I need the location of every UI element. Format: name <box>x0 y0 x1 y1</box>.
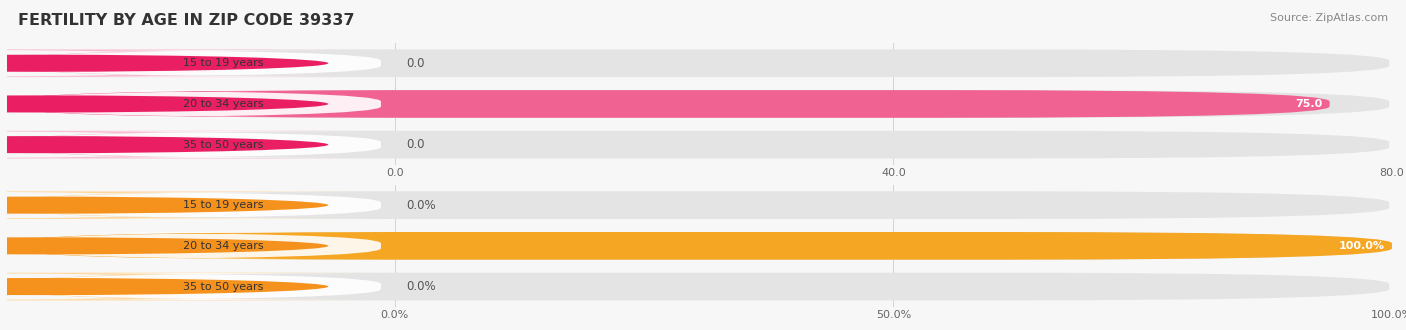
FancyBboxPatch shape <box>0 50 398 77</box>
Text: Source: ZipAtlas.com: Source: ZipAtlas.com <box>1270 13 1388 23</box>
FancyBboxPatch shape <box>10 90 1389 118</box>
Text: 100.0%: 100.0% <box>1339 241 1385 251</box>
Text: 0.0: 0.0 <box>406 57 425 70</box>
Circle shape <box>0 95 329 113</box>
FancyBboxPatch shape <box>10 191 1389 219</box>
FancyBboxPatch shape <box>10 50 1389 77</box>
Text: FERTILITY BY AGE IN ZIP CODE 39337: FERTILITY BY AGE IN ZIP CODE 39337 <box>18 13 354 28</box>
FancyBboxPatch shape <box>7 232 388 259</box>
Text: 0.0%: 0.0% <box>406 199 436 212</box>
Text: 20 to 34 years: 20 to 34 years <box>183 99 263 109</box>
FancyBboxPatch shape <box>0 191 398 219</box>
Circle shape <box>0 55 329 72</box>
FancyBboxPatch shape <box>10 273 1389 300</box>
FancyBboxPatch shape <box>7 131 388 158</box>
FancyBboxPatch shape <box>7 90 388 117</box>
FancyBboxPatch shape <box>7 192 388 218</box>
Circle shape <box>0 136 329 153</box>
Circle shape <box>0 278 329 295</box>
FancyBboxPatch shape <box>10 232 1392 260</box>
FancyBboxPatch shape <box>0 131 398 158</box>
Text: 35 to 50 years: 35 to 50 years <box>183 140 263 149</box>
FancyBboxPatch shape <box>7 273 388 300</box>
Text: 15 to 19 years: 15 to 19 years <box>183 200 263 210</box>
FancyBboxPatch shape <box>10 232 1389 260</box>
Circle shape <box>0 197 329 214</box>
Text: 0.0: 0.0 <box>406 138 425 151</box>
Text: 75.0: 75.0 <box>1295 99 1323 109</box>
Text: 20 to 34 years: 20 to 34 years <box>183 241 263 251</box>
Text: 15 to 19 years: 15 to 19 years <box>183 58 263 68</box>
Text: 35 to 50 years: 35 to 50 years <box>183 281 263 291</box>
Circle shape <box>0 237 329 254</box>
FancyBboxPatch shape <box>0 273 398 300</box>
FancyBboxPatch shape <box>10 131 1389 158</box>
FancyBboxPatch shape <box>10 90 1330 118</box>
FancyBboxPatch shape <box>7 50 388 77</box>
Text: 0.0%: 0.0% <box>406 280 436 293</box>
